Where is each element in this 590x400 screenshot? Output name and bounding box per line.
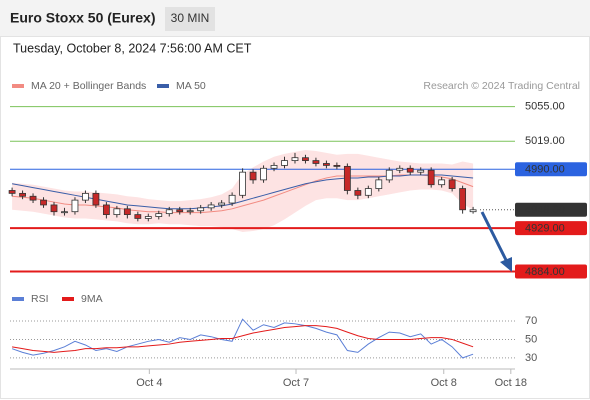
- legend-label: MA 20 + Bollinger Bands: [31, 80, 146, 92]
- header-bar: [0, 0, 590, 36]
- candle-body: [364, 188, 372, 196]
- candle-body: [438, 179, 446, 186]
- candle-body: [165, 209, 173, 215]
- x-tick-label: Oct 8: [431, 377, 457, 389]
- level-label: 4884.00: [525, 266, 565, 278]
- y-tick-label: 30: [525, 352, 537, 364]
- level-label: 4948.00: [525, 204, 565, 216]
- level-label: 5055.00: [525, 100, 565, 112]
- level-box: [515, 162, 587, 177]
- interval-badge: [165, 7, 215, 31]
- candle-body: [385, 169, 393, 181]
- candle-body: [228, 194, 236, 204]
- rsi-line: [12, 325, 474, 353]
- level-box: [515, 264, 587, 279]
- candle-body: [469, 209, 477, 213]
- candle-body: [427, 169, 435, 186]
- candle-body: [92, 192, 100, 206]
- candle-body: [459, 188, 467, 211]
- x-tick-label: Oct 4: [136, 377, 162, 389]
- level-label: 5019.00: [525, 135, 565, 147]
- x-tick-label: Oct 7: [283, 377, 309, 389]
- forecast-arrowhead: [500, 257, 512, 272]
- candle-body: [302, 157, 309, 161]
- candle-body: [113, 208, 121, 215]
- candle-body: [82, 192, 89, 201]
- y-tick-label: 50: [525, 333, 537, 345]
- level-box: [515, 202, 587, 217]
- candle-body: [218, 202, 226, 206]
- candle-body: [29, 195, 37, 201]
- candle-body: [343, 165, 351, 191]
- candle-body: [417, 169, 425, 173]
- candle-body: [291, 157, 299, 161]
- candle-body: [249, 171, 257, 181]
- candle-body: [207, 204, 215, 209]
- level-box: [515, 221, 587, 236]
- legend-swatch: [157, 84, 169, 88]
- candle-body: [123, 208, 131, 215]
- candle-body: [61, 211, 68, 214]
- forecast-arrow: [480, 211, 509, 263]
- y-tick-label: 70: [525, 315, 537, 327]
- candle-body: [134, 214, 142, 219]
- ma20-line: [12, 174, 474, 214]
- candle-body: [312, 160, 320, 164]
- title: Euro Stoxx 50 (Eurex): [10, 10, 156, 26]
- candle-body: [396, 167, 404, 171]
- level-label: 4990.00: [525, 164, 565, 176]
- interval: 30 MIN: [171, 11, 210, 25]
- candle-body: [50, 204, 58, 213]
- legend-label: RSI: [31, 293, 49, 305]
- legend-swatch: [62, 297, 74, 301]
- candle-body: [197, 207, 205, 212]
- candle-body: [281, 160, 288, 166]
- ma50-line: [12, 174, 474, 210]
- candle-body: [406, 167, 414, 173]
- candle-body: [333, 165, 341, 167]
- candle-body: [144, 216, 152, 219]
- level-label: 4929.00: [525, 223, 565, 235]
- legend-swatch: [12, 84, 24, 88]
- legend-label: 9MA: [81, 293, 103, 305]
- candle-body: [270, 165, 278, 169]
- candle-body: [448, 179, 456, 189]
- candle-body: [8, 190, 16, 194]
- timestamp: Tuesday, October 8, 2024 7:56:00 AM CET: [13, 41, 252, 55]
- candle-body: [176, 209, 184, 213]
- candle-body: [155, 213, 163, 217]
- candle-body: [239, 171, 246, 196]
- candle-body: [186, 210, 194, 213]
- candle-body: [71, 199, 79, 213]
- rsi-line: [11, 318, 474, 359]
- legend-swatch: [12, 297, 24, 301]
- candle-body: [102, 204, 110, 215]
- candle-body: [375, 179, 383, 189]
- candle-body: [323, 163, 330, 166]
- candle-body: [260, 167, 267, 181]
- candle-body: [19, 192, 26, 197]
- x-tick-label: Oct 18: [495, 377, 527, 389]
- legend-label: MA 50: [176, 80, 206, 92]
- candle-body: [40, 199, 47, 206]
- source: Research © 2024 Trading Central: [423, 80, 580, 92]
- candle-body: [354, 190, 362, 196]
